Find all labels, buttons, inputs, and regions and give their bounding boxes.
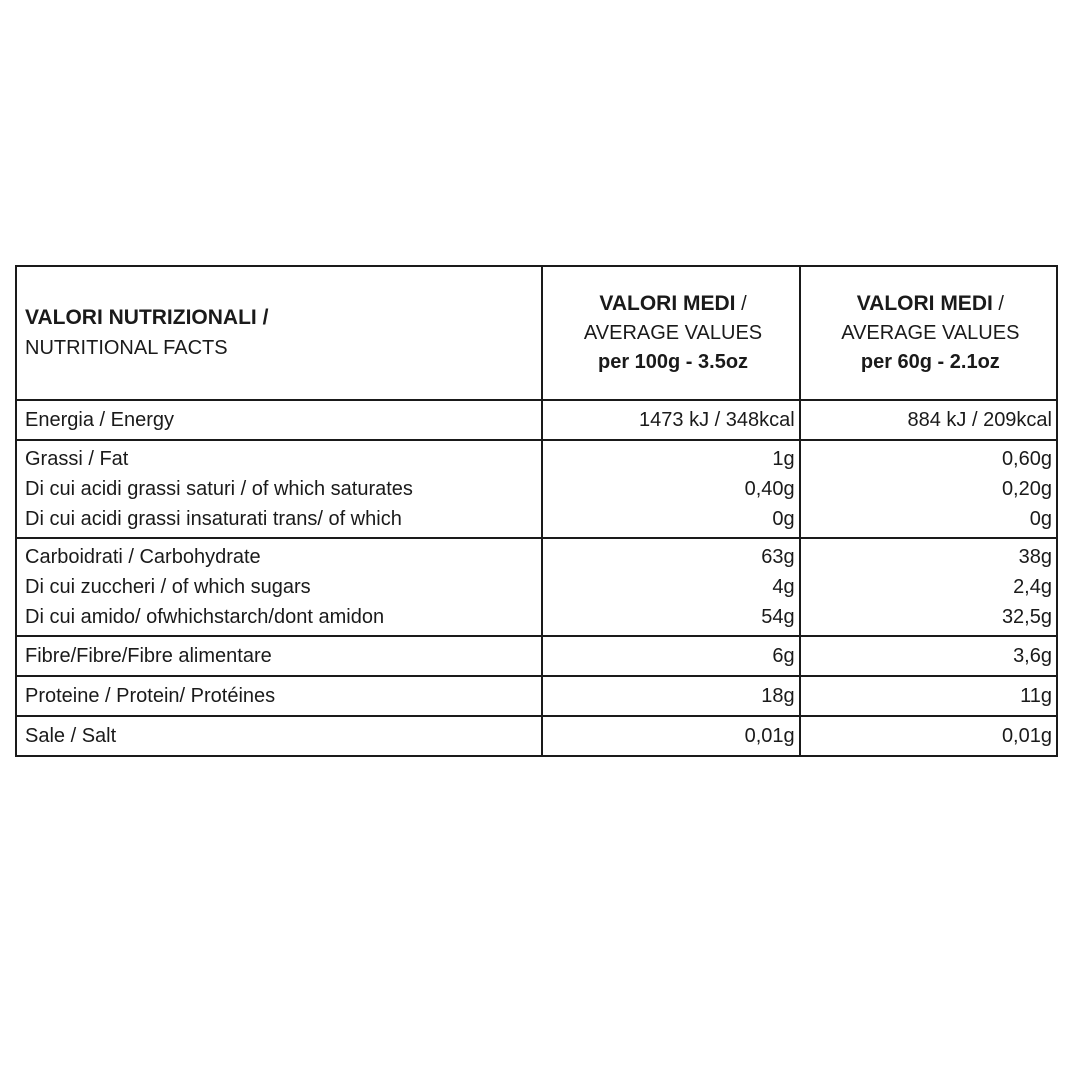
nutrient-value: 884 kJ / 209kcal <box>907 409 1052 431</box>
nutrient-label-cell: Proteine / Protein/ Protéines <box>14 675 544 717</box>
nutrient-label: Sale / Salt <box>25 725 117 747</box>
nutrient-value: 0g <box>1029 508 1052 530</box>
value-per100-cell: 1473 kJ / 348kcal <box>541 399 801 441</box>
nutrient-value: 1g <box>772 448 795 470</box>
table-row: Sale / Salt 0,01g 0,01g <box>14 715 1059 757</box>
nutrient-label: Energia / Energy <box>25 409 174 431</box>
nutrient-label-cell: Grassi / Fat Di cui acidi grassi saturi /… <box>14 439 544 539</box>
nutrient-label-cell: Energia / Energy <box>14 399 544 441</box>
nutrient-value: 0g <box>772 508 795 530</box>
nutrient-value: 38g <box>1018 546 1052 568</box>
nutrient-value: 0,01g <box>1001 725 1052 747</box>
nutrient-value: 0,60g <box>1001 448 1052 470</box>
table-row: Grassi / Fat Di cui acidi grassi saturi /… <box>14 439 1059 539</box>
nutrient-value: 4g <box>772 576 795 598</box>
table-body: Energia / Energy 1473 kJ / 348kcal 884 kJ … <box>14 399 1059 757</box>
nutrient-label: Fibre/Fibre/Fibre alimentare <box>25 645 272 667</box>
nutrient-value: 6g <box>772 645 795 667</box>
col1-sub: AVERAGE VALUES <box>583 322 763 344</box>
header-title: VALORI NUTRIZIONALI / <box>25 306 269 329</box>
nutrient-label: Di cui acidi grassi insaturati trans/ of… <box>25 508 402 530</box>
nutrient-label: Di cui amido/ ofwhichstarch/dont amidon <box>25 606 385 628</box>
col2-title: VALORI MEDI <box>856 292 993 315</box>
nutrient-label: Di cui acidi grassi saturi / of which sa… <box>25 478 413 500</box>
value-per60-cell: 38g 2,4g 32,5g <box>798 537 1059 637</box>
nutrient-value: 0,01g <box>744 725 795 747</box>
table-row: Fibre/Fibre/Fibre alimentare 6g 3,6g <box>14 635 1059 677</box>
value-per100-cell: 63g 4g 54g <box>541 537 801 637</box>
value-per100-cell: 0,01g <box>541 715 801 757</box>
col2-slash: / <box>992 293 1004 315</box>
nutrient-value: 63g <box>761 546 795 568</box>
value-per60-cell: 884 kJ / 209kcal <box>798 399 1059 441</box>
value-per60-cell: 0,60g 0,20g 0g <box>798 439 1059 539</box>
nutrient-label-cell: Fibre/Fibre/Fibre alimentare <box>14 635 544 677</box>
nutrient-value: 3,6g <box>1013 645 1052 667</box>
header-row: VALORI NUTRIZIONALI / NUTRITIONAL FACTS … <box>14 265 1059 401</box>
nutrient-value: 11g <box>1020 685 1052 707</box>
value-per60-cell: 0,01g <box>798 715 1059 757</box>
header-per100-cell: VALORI MEDI / AVERAGE VALUES per 100g - … <box>541 265 801 401</box>
header-per60-cell: VALORI MEDI / AVERAGE VALUES per 60g - 2… <box>798 265 1059 401</box>
nutrient-value: 2,4g <box>1013 576 1052 598</box>
col2-per: per 60g - 2.1oz <box>860 351 1000 373</box>
header-subtitle: NUTRITIONAL FACTS <box>25 337 228 359</box>
nutrient-label: Grassi / Fat <box>25 448 129 470</box>
col1-title: VALORI MEDI <box>599 292 736 315</box>
nutrient-label-cell: Carboidrati / Carbohydrate Di cui zuccher… <box>14 537 544 637</box>
value-per60-cell: 3,6g <box>798 635 1059 677</box>
nutrient-label: Di cui zuccheri / of which sugars <box>25 576 311 598</box>
value-per100-cell: 1g 0,40g 0g <box>541 439 801 539</box>
nutrient-value: 32,5g <box>1001 606 1052 628</box>
nutrient-value: 1473 kJ / 348kcal <box>639 409 795 431</box>
col1-slash: / <box>735 293 747 315</box>
nutrient-label-cell: Sale / Salt <box>14 715 544 757</box>
value-per60-cell: 11g <box>798 675 1059 717</box>
table-row: Proteine / Protein/ Protéines 18g 11g <box>14 675 1059 717</box>
nutrition-table: VALORI NUTRIZIONALI / NUTRITIONAL FACTS … <box>14 265 1059 757</box>
nutrient-value: 54g <box>761 606 795 628</box>
table-row: Energia / Energy 1473 kJ / 348kcal 884 kJ … <box>14 399 1059 441</box>
table-row: Carboidrati / Carbohydrate Di cui zuccher… <box>14 537 1059 637</box>
value-per100-cell: 6g <box>541 635 801 677</box>
col1-per: per 100g - 3.5oz <box>597 351 749 373</box>
nutrient-value: 0,20g <box>1001 478 1052 500</box>
nutrient-label: Carboidrati / Carbohydrate <box>25 546 261 568</box>
header-title-cell: VALORI NUTRIZIONALI / NUTRITIONAL FACTS <box>14 265 544 401</box>
nutrient-value: 0,40g <box>744 478 795 500</box>
nutrient-value: 18g <box>761 685 795 707</box>
col2-sub: AVERAGE VALUES <box>841 322 1020 344</box>
value-per100-cell: 18g <box>541 675 801 717</box>
nutrient-label: Proteine / Protein/ Protéines <box>25 685 276 707</box>
